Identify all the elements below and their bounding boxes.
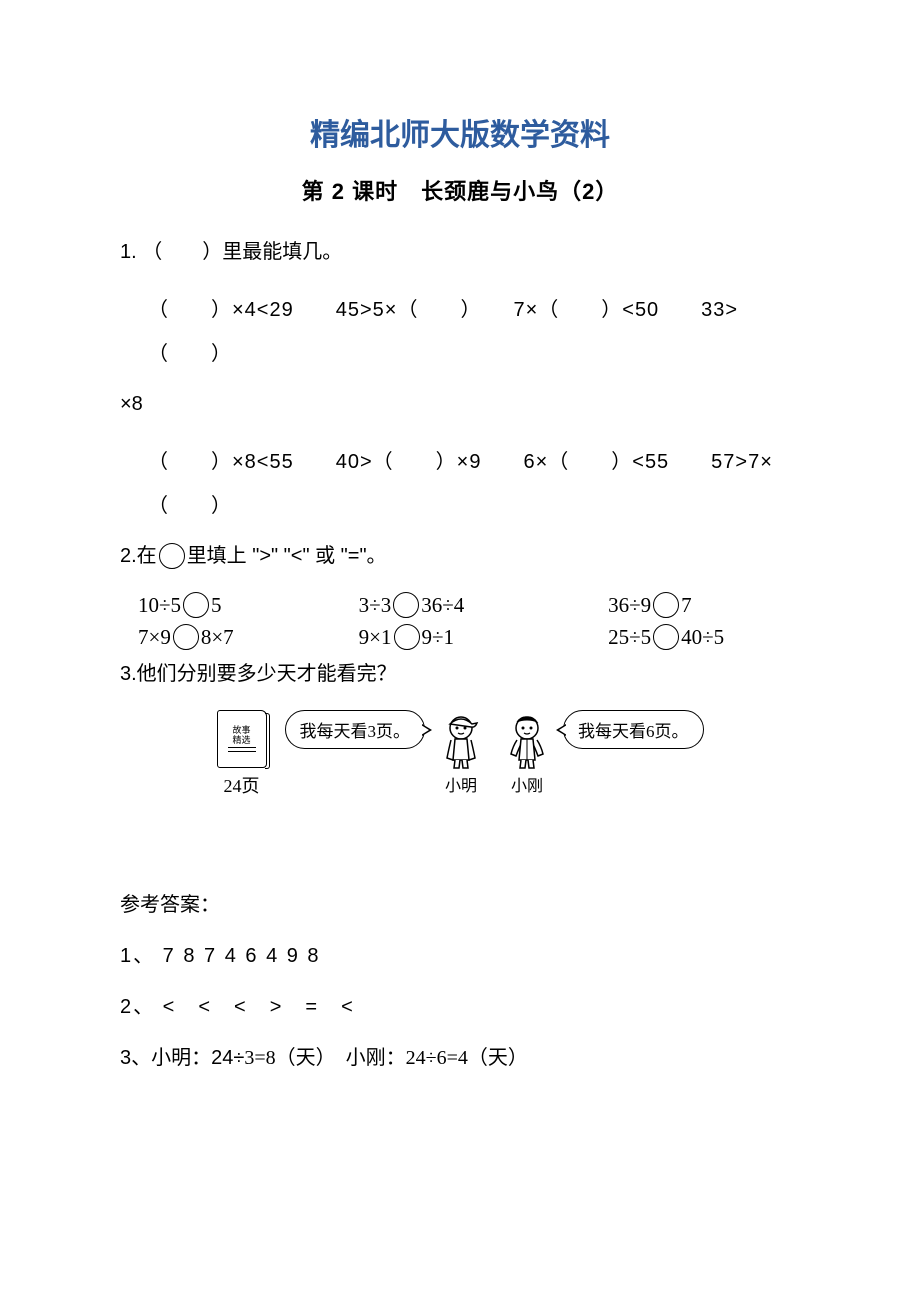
q3-prompt: 3.他们分别要多少天才能看完？ <box>120 656 800 692</box>
speech-bubble: 我每天看3页。 <box>285 710 426 749</box>
q2-prompt-prefix: 2.在 <box>120 538 157 574</box>
xiaoming-group: 小明 <box>437 710 485 796</box>
q2-r2-c3: 25÷5 40÷5 <box>608 624 800 650</box>
q3-figure: 故事 精选 24页 我每天看3页。 小明 <box>120 710 800 798</box>
answer-1: 1、 7 8 7 4 6 4 9 8 <box>120 939 800 968</box>
answer-3: 3、小明：24÷3=8（天） 小刚：24÷6=4（天） <box>120 1041 800 1070</box>
xiaogang-label: 小刚 <box>511 772 543 796</box>
q2-row-1: 10÷5 5 3÷3 36÷4 36÷9 7 <box>120 592 800 618</box>
book-pages-label: 24页 <box>224 772 260 798</box>
q1-line1: （ ）×4<29 45>5×（ ） 7×（ ）<50 33>（ ） <box>120 288 800 376</box>
xiaogang-group: 小刚 <box>503 710 551 796</box>
q2-prompt-suffix: 里填上 ">" "<" 或 "="。 <box>187 538 387 574</box>
q2-row-2: 7×9 8×7 9×1 9÷1 25÷5 40÷5 <box>120 624 800 650</box>
answer-3-mid: 3=8（天） 小刚：24÷6=4（天） <box>244 1047 528 1069</box>
q2-expr: 7×9 <box>138 625 171 650</box>
circle-icon <box>653 624 679 650</box>
answers-header: 参考答案： <box>120 888 800 917</box>
q2-r1-c1: 10÷5 5 <box>138 592 359 618</box>
q2-prompt: 2.在 里填上 ">" "<" 或 "="。 <box>120 538 800 574</box>
book-text: 精选 <box>232 736 250 746</box>
boy-cap-icon <box>437 710 485 770</box>
circle-icon <box>183 592 209 618</box>
q2-expr: 25÷5 <box>608 625 651 650</box>
circle-icon <box>394 624 420 650</box>
q2-r1-c3: 36÷9 7 <box>608 592 800 618</box>
q2-expr: 7 <box>681 593 692 618</box>
q2-expr: 8×7 <box>201 625 234 650</box>
book-group: 故事 精选 24页 <box>217 710 267 798</box>
q2-expr: 9÷1 <box>422 625 455 650</box>
q2-r2-c1: 7×9 8×7 <box>138 624 359 650</box>
q2-expr: 36÷4 <box>421 593 464 618</box>
circle-icon <box>393 592 419 618</box>
answer-3-prefix: 3、小明：24÷ <box>120 1047 244 1069</box>
answer-2: 2、 < < < > = < <box>120 990 800 1019</box>
q2-expr: 5 <box>211 593 222 618</box>
q2-expr: 40÷5 <box>681 625 724 650</box>
circle-icon <box>159 543 185 569</box>
q2-r2-c2: 9×1 9÷1 <box>359 624 608 650</box>
q1-line1b: ×8 <box>120 386 800 422</box>
book-icon: 故事 精选 <box>217 710 267 768</box>
lesson-title: 第 2 课时 长颈鹿与小鸟（2） <box>120 174 800 206</box>
speech-bubble: 我每天看6页。 <box>563 710 704 749</box>
q1-line2: （ ）×8<55 40>（ ）×9 6×（ ）<55 57>7×（ ） <box>120 440 800 528</box>
xiaoming-speech-group: 我每天看3页。 <box>285 710 426 749</box>
q2-r1-c2: 3÷3 36÷4 <box>359 592 608 618</box>
q2-expr: 3÷3 <box>359 593 392 618</box>
circle-icon <box>173 624 199 650</box>
circle-icon <box>653 592 679 618</box>
q2-expr: 9×1 <box>359 625 392 650</box>
boy-icon <box>503 710 551 770</box>
page-main-title: 精编北师大版数学资料 <box>120 110 800 154</box>
xiaoming-label: 小明 <box>445 772 477 796</box>
q2-expr: 10÷5 <box>138 593 181 618</box>
xiaogang-speech-group: 我每天看6页。 <box>563 710 704 749</box>
q1-prompt: 1. （ ）里最能填几。 <box>120 234 800 270</box>
q2-expr: 36÷9 <box>608 593 651 618</box>
